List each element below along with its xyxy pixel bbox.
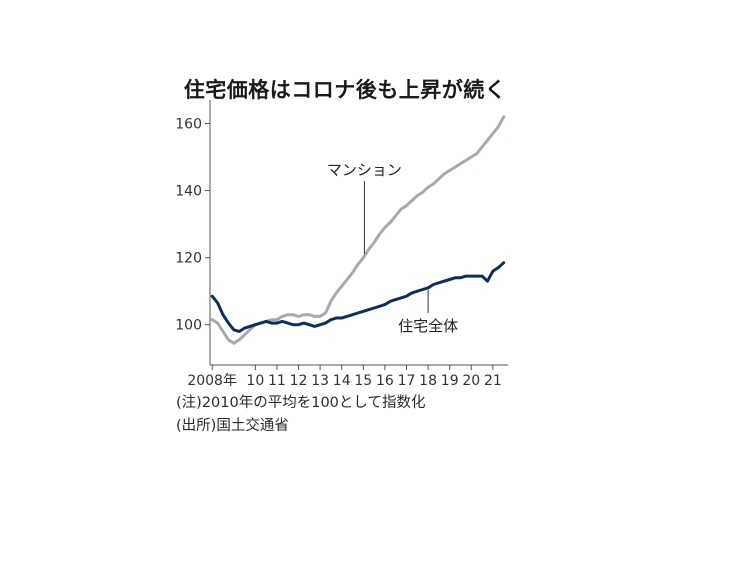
x-tick-label: 18 (419, 373, 437, 389)
x-tick-label: 12 (290, 373, 308, 389)
chart-title: 住宅価格はコロナ後も上昇が続く (183, 78, 507, 102)
y-tick-label: 120 (175, 251, 202, 267)
chart-ticks: 100 120 140 160 2008年 10 11 12 13 14 15 16 17 18 19 20 2… (175, 116, 502, 389)
chart-axes (209, 100, 508, 366)
x-tick-label: 21 (484, 373, 502, 389)
y-tick-label: 160 (175, 116, 202, 132)
y-tick-label: 140 (175, 184, 202, 200)
chart-source: (出所)国土交通省 (176, 418, 289, 434)
x-tick-label: 13 (311, 373, 329, 389)
y-tick-label: 100 (175, 318, 202, 334)
x-tick-label: 14 (333, 373, 351, 389)
chart-note: (注)2010年の平均を100として指数化 (176, 395, 426, 411)
chart-series (210, 115, 506, 345)
x-tick-label: 17 (398, 373, 416, 389)
x-tick-label: 11 (268, 373, 286, 389)
series-label-1: マンション (327, 161, 402, 179)
x-tick-label: 10 (246, 373, 264, 389)
x-tick-label: 16 (376, 373, 394, 389)
series-label-2: 住宅全体 (398, 317, 458, 335)
x-tick-label: 2008年 (187, 373, 237, 389)
series-line-2 (210, 261, 506, 333)
x-tick-label: 20 (462, 373, 480, 389)
x-tick-label: 15 (354, 373, 372, 389)
x-tick-label: 19 (441, 373, 459, 389)
series-line-1 (210, 115, 506, 345)
